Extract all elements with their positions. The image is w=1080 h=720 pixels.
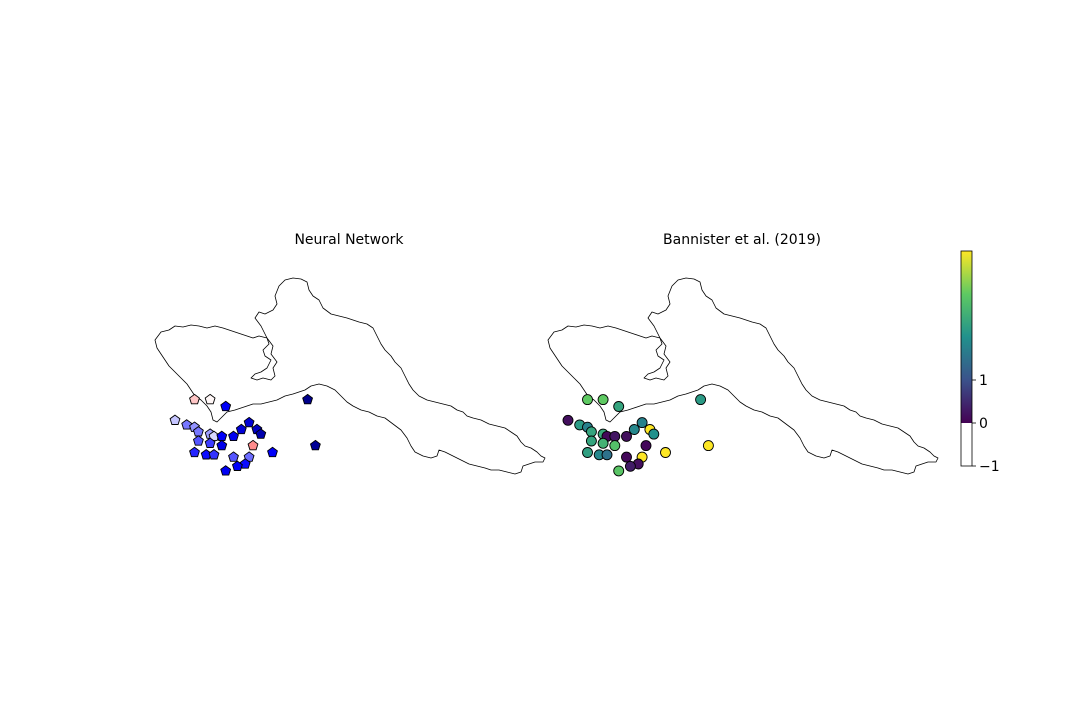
panel-title-left: Neural Network: [294, 232, 404, 248]
station-marker: [660, 447, 671, 458]
station-marker: [216, 430, 228, 442]
station-marker: [309, 439, 321, 451]
station-marker: [597, 394, 609, 406]
station-marker: [192, 435, 204, 446]
station-marker: [228, 451, 239, 462]
station-marker: [702, 440, 714, 452]
station-marker: [204, 437, 216, 448]
station-marker: [267, 446, 278, 458]
colorbar-tick-label: 0: [979, 416, 988, 432]
station-marker: [255, 428, 267, 439]
panel-title-right: Bannister et al. (2019): [663, 232, 821, 248]
station-marker: [231, 460, 243, 471]
map-panel-right: Bannister et al. (2019): [547, 232, 939, 477]
station-marker: [624, 460, 636, 472]
colorbar-negative-segment: [961, 423, 972, 466]
station-marker: [220, 400, 232, 412]
station-marker: [613, 401, 625, 412]
colorbar-frame: [960, 250, 973, 467]
station-marker: [648, 428, 660, 440]
station-marker: [621, 430, 632, 442]
station-marker: [585, 435, 597, 447]
station-marker: [601, 449, 613, 461]
station-marker: [640, 440, 652, 452]
station-marker: [562, 414, 574, 426]
station-marker: [621, 451, 632, 463]
station-marker: [302, 393, 314, 405]
map-panel-left: Neural Network: [154, 232, 546, 476]
station-marker: [228, 430, 239, 442]
station-marker: [239, 458, 251, 469]
station-marker: [247, 439, 259, 451]
station-markers-right: [562, 394, 714, 477]
station-marker: [582, 394, 593, 406]
colorbar-tick-label: 1: [979, 373, 988, 389]
station-marker: [220, 465, 232, 476]
station-marker: [204, 393, 216, 405]
station-marker: [695, 394, 707, 406]
station-marker: [609, 440, 621, 452]
station-markers-left: [169, 393, 321, 476]
station-marker: [243, 416, 255, 428]
colorbar-positive-segment: [961, 251, 972, 423]
station-marker: [216, 439, 228, 451]
colorbar: 1 0 −1: [960, 250, 1000, 475]
station-marker: [628, 424, 640, 435]
station-marker: [613, 465, 625, 477]
station-marker: [582, 447, 593, 458]
station-marker: [636, 417, 648, 429]
colorbar-ticks: 1 0 −1: [972, 373, 1000, 475]
station-marker: [585, 426, 597, 438]
station-marker: [235, 423, 247, 435]
station-marker: [189, 446, 200, 458]
station-marker: [597, 437, 609, 449]
station-marker: [181, 419, 193, 430]
colorbar-tick-label: −1: [979, 459, 1000, 475]
station-marker: [208, 449, 220, 460]
station-marker: [609, 430, 621, 442]
station-marker: [169, 414, 181, 425]
station-marker: [189, 393, 200, 405]
